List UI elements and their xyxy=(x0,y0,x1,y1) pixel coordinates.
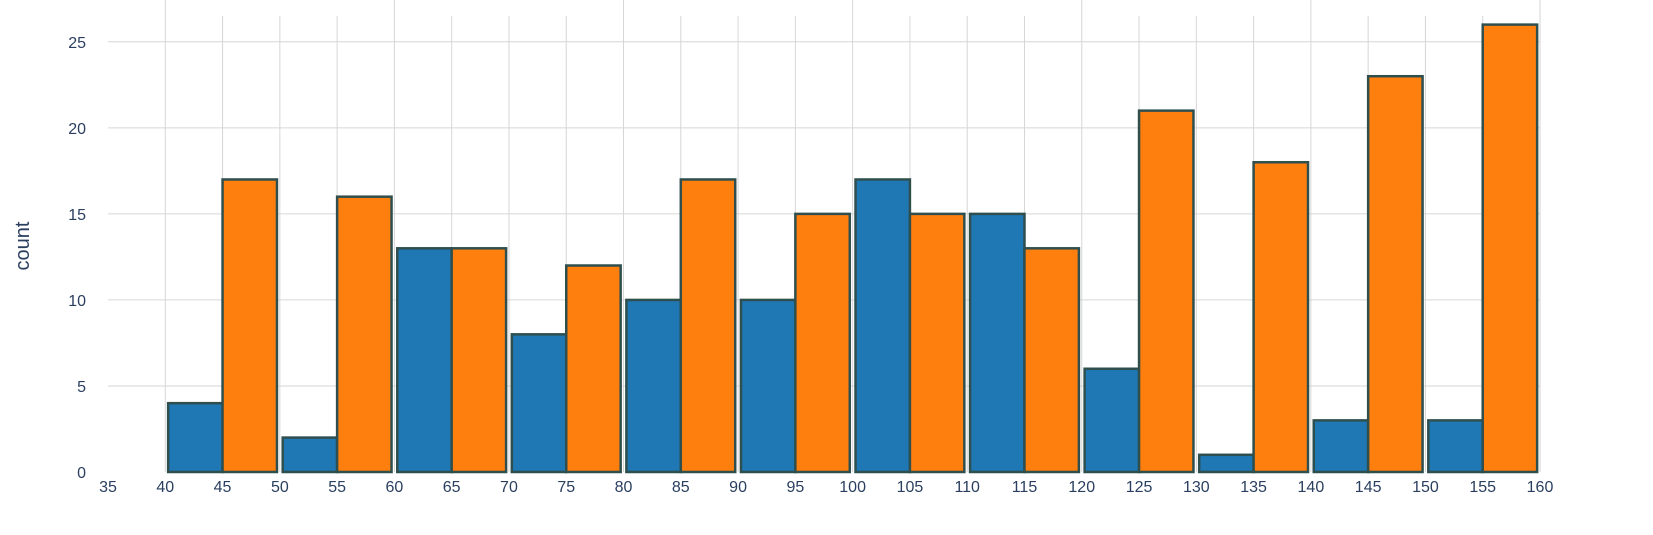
histogram-bar xyxy=(1252,161,1310,474)
histogram-bar xyxy=(396,247,453,474)
x-tick-label: 160 xyxy=(1527,479,1554,496)
histogram-bar xyxy=(1366,74,1424,474)
x-tick-label: 95 xyxy=(786,479,804,496)
x-tick-label: 125 xyxy=(1126,479,1153,496)
histogram-bar xyxy=(739,298,797,474)
y-axis-title: count xyxy=(12,221,34,270)
histogram-bar xyxy=(564,264,622,474)
x-tick-label: 70 xyxy=(500,479,518,496)
histogram-bar xyxy=(1083,367,1141,474)
histogram-bar xyxy=(166,401,224,474)
x-tick-label: 120 xyxy=(1068,479,1095,496)
x-tick-label: 105 xyxy=(897,479,924,496)
x-tick-label: 135 xyxy=(1240,479,1267,496)
histogram-bar xyxy=(1427,419,1484,474)
histogram-bar xyxy=(1023,247,1081,474)
x-tick-label: 35 xyxy=(99,479,117,496)
histogram-bar xyxy=(1481,23,1539,474)
histogram-bar xyxy=(679,178,737,474)
x-tick-label: 130 xyxy=(1183,479,1210,496)
histogram-bar xyxy=(968,212,1026,474)
histogram-bar xyxy=(1312,419,1370,474)
histogram-bar xyxy=(854,178,912,474)
x-tick-label: 60 xyxy=(386,479,404,496)
y-axis-ticks: 0 5 10 15 20 25 xyxy=(68,35,86,482)
x-tick-label: 145 xyxy=(1355,479,1382,496)
y-tick-label: 0 xyxy=(77,465,86,482)
x-tick-label: 90 xyxy=(729,479,747,496)
histogram-bar xyxy=(908,212,966,474)
histogram-bar xyxy=(221,178,279,474)
x-tick-label: 65 xyxy=(443,479,461,496)
y-tick-label: 15 xyxy=(68,207,86,224)
y-tick-label: 25 xyxy=(68,35,86,52)
x-tick-label: 85 xyxy=(672,479,690,496)
x-tick-label: 100 xyxy=(839,479,866,496)
x-tick-label: 40 xyxy=(156,479,174,496)
histogram-bar xyxy=(510,333,568,474)
histogram-bar xyxy=(625,298,683,474)
y-tick-label: 20 xyxy=(68,121,86,138)
x-axis-ticks: 35 40 45 50 55 60 65 70 75 80 85 90 95 100 105 110 115 12… xyxy=(99,479,1553,496)
histogram-bar xyxy=(450,247,508,474)
y-tick-label: 5 xyxy=(77,379,86,396)
x-tick-label: 80 xyxy=(615,479,633,496)
x-tick-label: 110 xyxy=(954,479,980,496)
histogram-bar xyxy=(281,436,339,474)
x-tick-label: 155 xyxy=(1469,479,1496,496)
x-tick-label: 150 xyxy=(1412,479,1439,496)
x-tick-label: 50 xyxy=(271,479,289,496)
histogram-bar xyxy=(1137,109,1195,474)
x-tick-label: 140 xyxy=(1298,479,1325,496)
x-tick-label: 75 xyxy=(557,479,575,496)
x-tick-label: 45 xyxy=(214,479,232,496)
x-tick-label: 55 xyxy=(328,479,346,496)
bars xyxy=(166,23,1539,474)
histogram-bar xyxy=(335,195,393,474)
y-tick-label: 10 xyxy=(68,293,86,310)
x-tick-label: 115 xyxy=(1012,479,1038,496)
histogram-bar xyxy=(794,212,852,474)
histogram-bar xyxy=(1197,453,1255,474)
